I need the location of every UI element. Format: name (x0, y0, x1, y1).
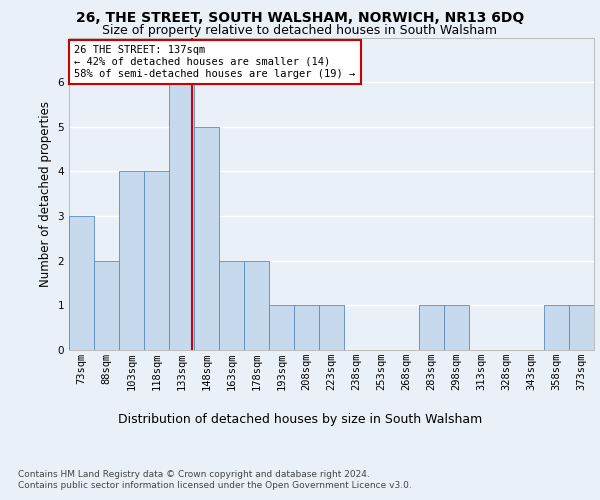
Bar (544, 306, 569, 350)
Bar (269, 306, 294, 350)
Text: Contains HM Land Registry data © Crown copyright and database right 2024.: Contains HM Land Registry data © Crown c… (18, 470, 370, 479)
Bar (569, 306, 594, 350)
Bar (319, 306, 344, 350)
Text: 26 THE STREET: 137sqm
← 42% of detached houses are smaller (14)
58% of semi-deta: 26 THE STREET: 137sqm ← 42% of detached … (74, 46, 355, 78)
Text: 26, THE STREET, SOUTH WALSHAM, NORWICH, NR13 6DQ: 26, THE STREET, SOUTH WALSHAM, NORWICH, … (76, 11, 524, 25)
Bar (94, 260, 119, 350)
Bar (169, 82, 194, 350)
Y-axis label: Number of detached properties: Number of detached properties (39, 101, 52, 287)
Bar (294, 306, 319, 350)
Bar (219, 260, 244, 350)
Bar (144, 172, 169, 350)
Bar (244, 260, 269, 350)
Bar (119, 172, 144, 350)
Bar (419, 306, 444, 350)
Text: Size of property relative to detached houses in South Walsham: Size of property relative to detached ho… (103, 24, 497, 37)
Bar (194, 127, 219, 350)
Bar (444, 306, 469, 350)
Text: Distribution of detached houses by size in South Walsham: Distribution of detached houses by size … (118, 412, 482, 426)
Bar (69, 216, 94, 350)
Text: Contains public sector information licensed under the Open Government Licence v3: Contains public sector information licen… (18, 481, 412, 490)
